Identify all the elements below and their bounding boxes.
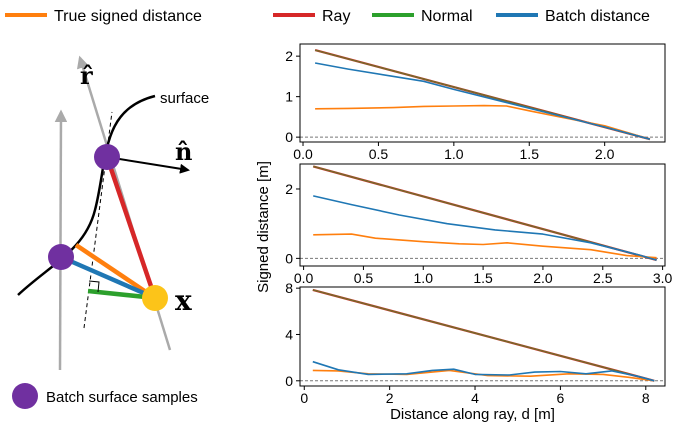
ray-segment	[104, 156, 158, 299]
x-tick-label: 2	[386, 390, 394, 406]
legend: True signed distance Ray Normal Batch di…	[5, 8, 650, 25]
ray-label: r̂	[80, 61, 93, 90]
legend-item-true-signed-distance: True signed distance	[5, 8, 202, 25]
x-tick-label: 0.5	[369, 146, 389, 162]
sample-normal-line	[54, 109, 68, 371]
y-tick-label: 0	[285, 129, 293, 145]
batch-distance-segment	[60, 254, 156, 301]
plot-2: 0.0 0.5 1.0 1.5 2.0 2.5 3.0 0 2	[285, 163, 673, 286]
x-tick-label: 1.0	[444, 146, 464, 162]
x-axis-label: Distance along ray, d [m]	[390, 406, 555, 423]
x-tick-label: 4	[471, 390, 479, 406]
series-line-normal	[312, 289, 655, 382]
query-point-label: x	[175, 284, 192, 317]
batch-sample-point-upper	[94, 144, 120, 170]
x-tick-label: 1.0	[414, 270, 434, 286]
legend-item-batch-distance: Batch distance	[496, 8, 650, 25]
x-tick-label: 0.5	[354, 270, 374, 286]
plot-1: 0.0 0.5 1.0 1.5 2.0 0 1 2	[285, 43, 666, 162]
y-tick-label: 2	[285, 48, 293, 64]
plot-frame	[299, 43, 666, 143]
series-line-true	[313, 233, 657, 259]
normal-arrow	[106, 156, 190, 174]
x-tick-label: 0.0	[294, 270, 314, 286]
legend-label-batch: Batch distance	[545, 8, 650, 25]
legend-label-normal: Normal	[421, 8, 473, 25]
surface-curve	[17, 94, 156, 296]
plot-3: 0 2 4 6 8 0 4 8 Distance along ray, d [m]	[285, 280, 666, 423]
x-tick-label: 0.0	[293, 146, 313, 162]
series-line-batch	[314, 62, 651, 140]
normal-label: n̂	[175, 137, 192, 166]
x-tick-label: 2.0	[595, 146, 615, 162]
legend-label-true: True signed distance	[54, 8, 202, 25]
query-point	[142, 285, 168, 311]
y-tick-label: 2	[285, 181, 293, 197]
x-tick-label: 8	[642, 390, 650, 406]
plot-frame	[299, 286, 666, 387]
series-line-batch	[313, 195, 657, 261]
series-line-batch	[312, 360, 655, 382]
x-tick-label: 2.0	[533, 270, 553, 286]
x-tick-label: 6	[557, 390, 565, 406]
legend-label-ray: Ray	[322, 8, 350, 25]
surface-label: surface	[160, 90, 209, 107]
samples-legend-label: Batch surface samples	[46, 389, 198, 406]
x-tick-label: 1.5	[520, 146, 540, 162]
y-tick-label: 1	[285, 89, 293, 105]
y-tick-label: 0	[285, 373, 293, 389]
x-tick-label: 3.0	[653, 270, 673, 286]
series-line-true	[315, 104, 651, 140]
y-tick-label: 8	[285, 280, 293, 296]
legend-item-normal: Normal	[372, 8, 473, 25]
geometry-diagram: r̂ surface n̂ x Batch surface samples	[12, 55, 209, 409]
x-tick-label: 1.5	[473, 270, 493, 286]
true-distance-segment	[74, 243, 157, 300]
samples-legend-marker	[12, 383, 38, 409]
legend-item-ray: Ray	[273, 8, 350, 25]
x-tick-label: 2.5	[593, 270, 613, 286]
y-axis-label: Signed distance [m]	[255, 161, 272, 293]
right-angle-marker	[88, 280, 100, 293]
batch-sample-point-lower	[48, 244, 74, 270]
x-tick-label: 0	[300, 390, 308, 406]
y-tick-label: 0	[285, 250, 293, 266]
y-tick-label: 4	[285, 326, 293, 342]
plot-frame	[299, 163, 666, 267]
